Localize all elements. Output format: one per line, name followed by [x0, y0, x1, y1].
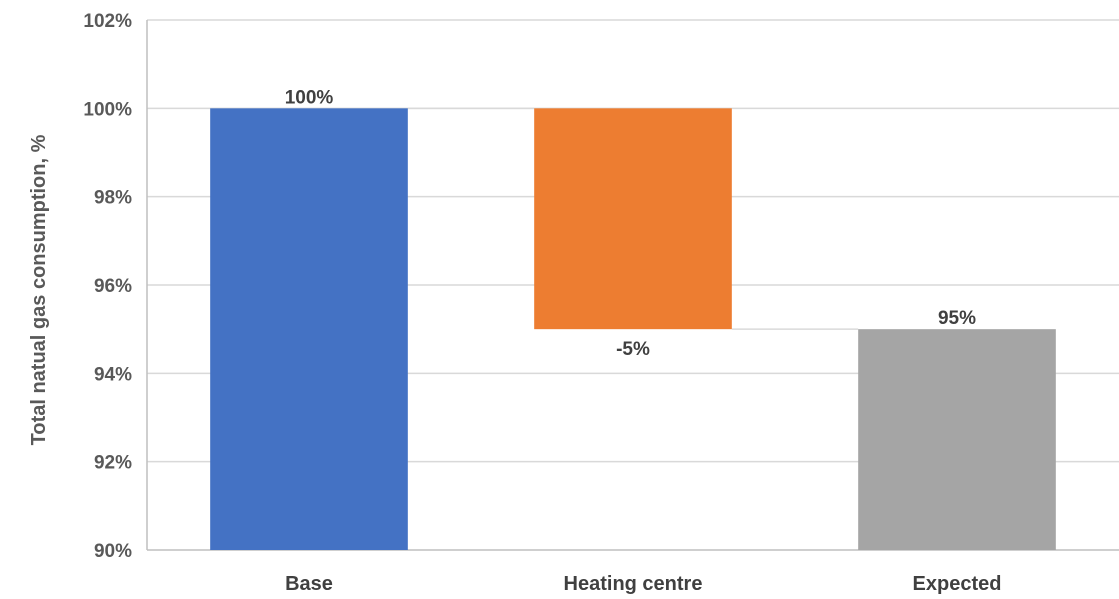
- bar-expected: [858, 329, 1056, 550]
- y-tick-label: 100%: [83, 99, 132, 120]
- x-tick-label: Expected: [913, 573, 1002, 595]
- y-axis-ticks: 90% 92% 94% 96% 98% 100% 102%: [83, 11, 132, 562]
- x-tick-label: Heating centre: [564, 573, 703, 595]
- data-labels: 100% -5% 95%: [285, 87, 976, 360]
- bars: [210, 108, 1056, 550]
- y-tick-label: 94%: [94, 364, 132, 385]
- y-tick-label: 90%: [94, 541, 132, 562]
- y-tick-label: 102%: [83, 11, 132, 32]
- data-label: 100%: [285, 87, 334, 108]
- y-tick-label: 96%: [94, 276, 132, 297]
- bar-heating-centre: [534, 108, 732, 330]
- y-axis-label: Total natual gas consumption, %: [28, 134, 50, 445]
- data-label: 95%: [938, 308, 976, 329]
- bar-base: [210, 108, 408, 550]
- y-tick-label: 98%: [94, 188, 132, 209]
- y-tick-label: 92%: [94, 453, 132, 474]
- x-axis-ticks: Base Heating centre Expected: [285, 573, 1001, 595]
- x-tick-label: Base: [285, 573, 333, 595]
- connectors: [407, 107, 859, 330]
- data-label: -5%: [616, 339, 650, 360]
